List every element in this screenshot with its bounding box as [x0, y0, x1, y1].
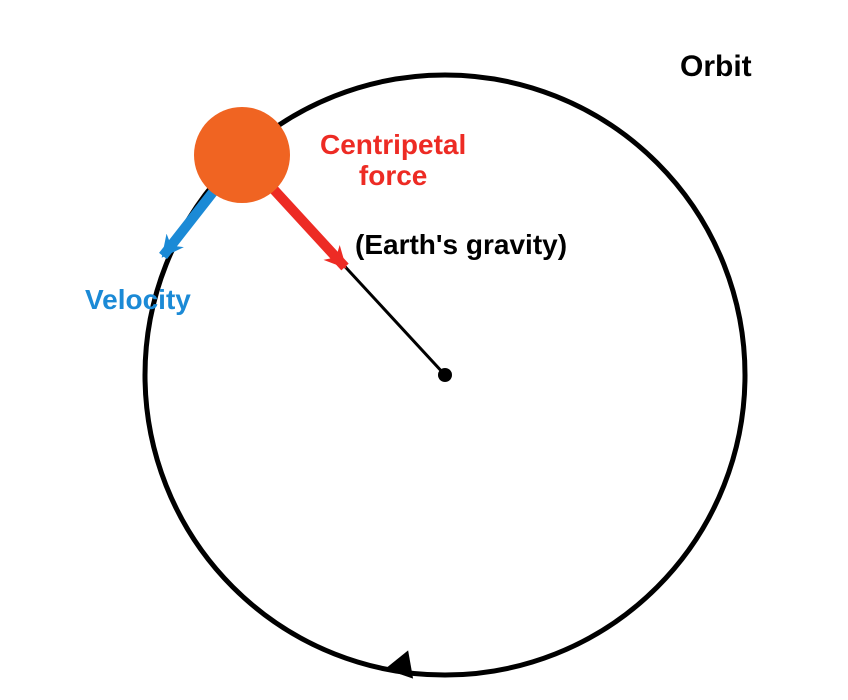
- centripetal-line1: Centripetal: [320, 130, 466, 161]
- orbit-label: Orbit: [680, 50, 752, 83]
- center-point: [438, 368, 452, 382]
- centripetal-force-label: Centripetal force: [320, 130, 466, 192]
- velocity-label: Velocity: [85, 285, 191, 316]
- orbit-diagram: [0, 0, 848, 700]
- earths-gravity-label: (Earth's gravity): [355, 230, 567, 261]
- centripetal-line2: force: [320, 161, 466, 192]
- orbit-direction-arrow: [385, 650, 413, 678]
- satellite: [194, 107, 290, 203]
